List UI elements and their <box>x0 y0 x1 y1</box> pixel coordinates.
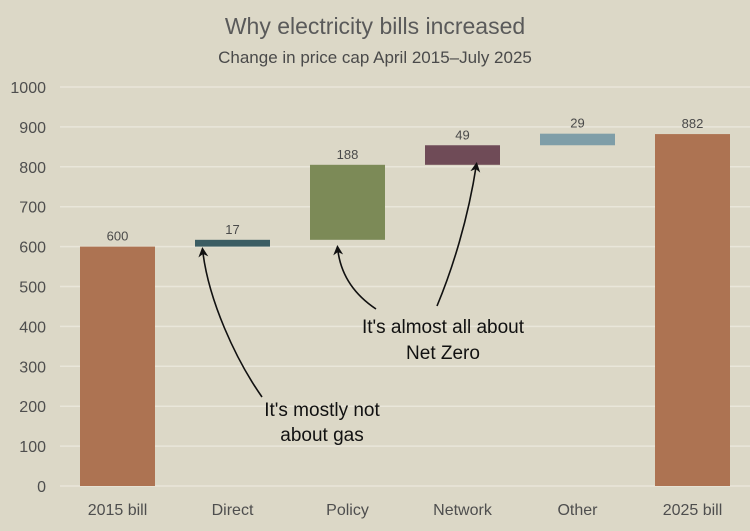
data-label: 600 <box>107 229 129 244</box>
x-category-label: Policy <box>326 502 369 519</box>
annotation-direct: It's mostly not about gas <box>264 400 380 446</box>
y-tick-label: 500 <box>19 280 46 297</box>
y-tick-label: 700 <box>19 200 46 217</box>
bar-policy <box>310 164 385 240</box>
annotation-line: Net Zero <box>406 343 480 364</box>
y-tick-label: 400 <box>19 319 46 336</box>
chart-subtitle: Change in price cap April 2015–July 2025 <box>218 48 532 67</box>
annotation-arrow <box>436 162 481 307</box>
annotation-arrow <box>333 245 377 310</box>
annotation-arrow <box>198 247 263 398</box>
x-category-label: Other <box>557 502 598 519</box>
x-category-label: Direct <box>212 502 254 519</box>
y-tick-label: 0 <box>37 479 46 496</box>
data-label: 49 <box>455 127 469 142</box>
chart-title: Why electricity bills increased <box>225 13 525 39</box>
bar-network <box>425 145 500 165</box>
annotation-line: It's mostly not <box>264 400 380 421</box>
x-category-label: 2015 bill <box>88 502 148 519</box>
y-tick-label: 900 <box>19 120 46 137</box>
data-label: 188 <box>337 147 359 162</box>
data-label: 17 <box>225 222 239 237</box>
y-tick-label: 100 <box>19 439 46 456</box>
x-category-label: 2025 bill <box>663 502 723 519</box>
y-tick-label: 300 <box>19 359 46 376</box>
gridlines: 0 100 200 300 400 500 600 700 800 900 1000 <box>10 80 750 496</box>
annotation-line: about gas <box>280 425 363 446</box>
y-tick-label: 800 <box>19 160 46 177</box>
bars: 600 2015 bill 17 Direct 188 Policy 49 Network 29… <box>80 116 730 519</box>
bar-2025-bill <box>655 134 730 486</box>
x-category-label: Network <box>433 502 493 519</box>
data-label: 29 <box>570 116 584 131</box>
bar-direct <box>195 239 270 247</box>
bar-2015-bill <box>80 246 155 486</box>
data-label: 882 <box>682 116 704 131</box>
y-tick-label: 200 <box>19 399 46 416</box>
bar-other <box>540 133 615 146</box>
annotations: It's mostly not about gas It's almost all … <box>198 162 525 446</box>
y-tick-label: 600 <box>19 240 46 257</box>
annotation-net-zero: It's almost all about Net Zero <box>362 317 525 364</box>
annotation-line: It's almost all about <box>362 317 525 338</box>
y-tick-label: 1000 <box>10 80 46 97</box>
